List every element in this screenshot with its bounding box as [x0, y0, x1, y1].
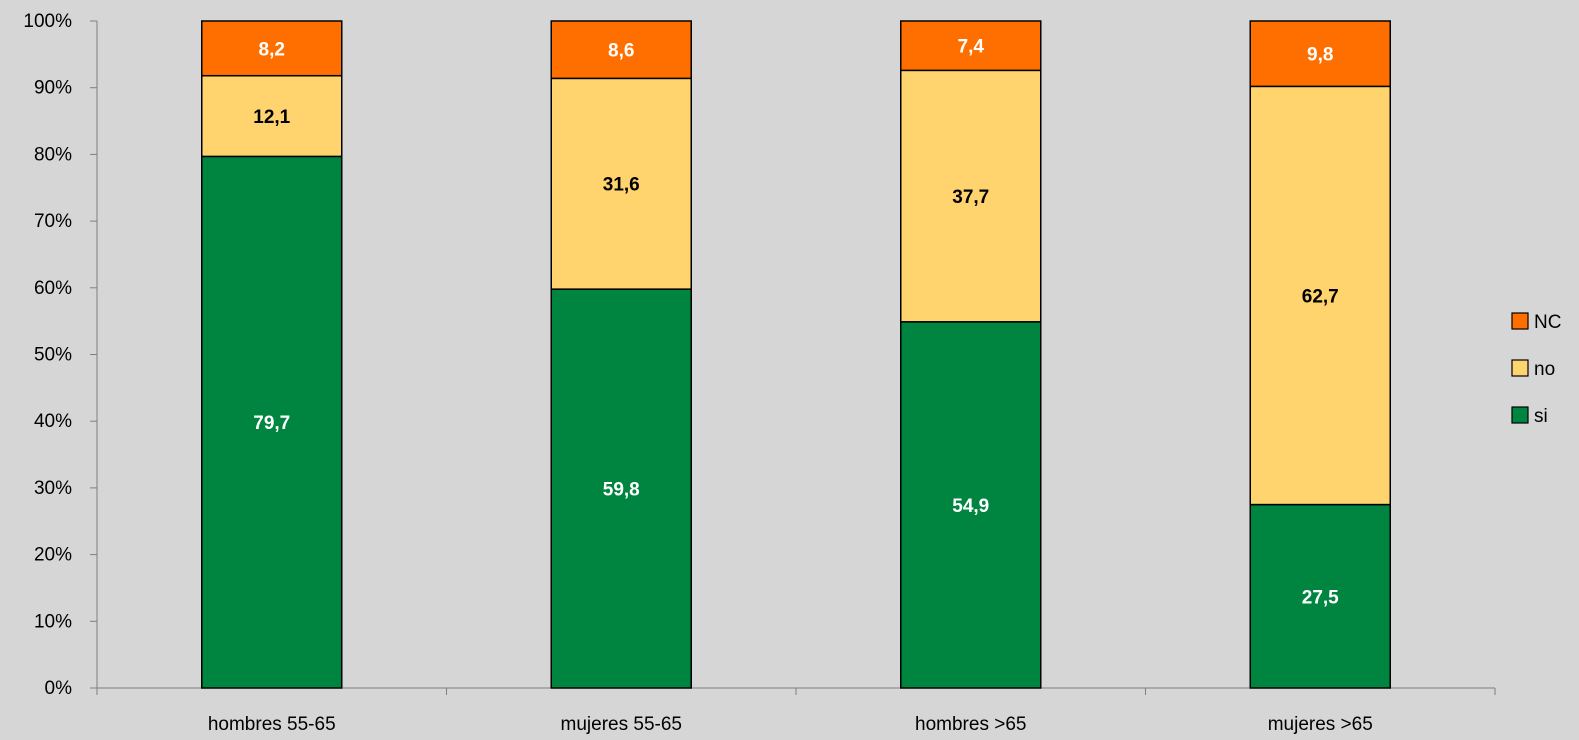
bar-nc-mujeres-55-65 — [550, 20, 692, 80]
legend-label-no: no — [1534, 359, 1555, 380]
data-label-no-hombres-55-65: 12,1 — [253, 107, 290, 128]
bar-no-mujeres-gt65 — [1249, 85, 1391, 506]
data-label-si-mujeres-gt65: 27,5 — [1302, 587, 1339, 608]
data-label-no-mujeres-gt65: 62,7 — [1302, 286, 1339, 307]
y-tick-label: 30% — [34, 478, 72, 499]
legend-label-si: si — [1534, 406, 1548, 427]
x-category-label-mujeres-55-65: mujeres 55-65 — [561, 714, 682, 735]
y-tick-label: 70% — [34, 211, 72, 232]
bar-no-hombres-gt65 — [900, 69, 1042, 323]
x-category-label-mujeres-gt65: mujeres >65 — [1268, 714, 1373, 735]
x-category-label-hombres-gt65: hombres >65 — [915, 714, 1026, 735]
bar-nc-hombres-55-65 — [201, 20, 343, 77]
y-tick-label: 40% — [34, 411, 72, 432]
y-axis: 0% 10% 20% 30% 40% 50% 60% 70% 80% 90% 100% — [23, 11, 98, 699]
data-label-si-mujeres-55-65: 59,8 — [603, 480, 640, 501]
y-tick-label: 20% — [34, 545, 72, 566]
y-tick-label: 50% — [34, 345, 72, 366]
legend: NC no si — [1511, 312, 1561, 427]
bar-nc-hombres-gt65 — [900, 20, 1042, 72]
data-label-no-hombres-gt65: 37,7 — [952, 187, 989, 208]
y-tick-label: 10% — [34, 611, 72, 632]
y-tick-label: 90% — [34, 78, 72, 99]
x-category-label-hombres-55-65: hombres 55-65 — [208, 714, 336, 735]
bar-si-hombres-gt65 — [900, 321, 1042, 689]
bar-si-mujeres-55-65 — [550, 288, 692, 689]
legend-swatch-no — [1511, 359, 1529, 377]
bar-si-mujeres-gt65 — [1249, 503, 1391, 689]
data-label-si-hombres-gt65: 54,9 — [952, 496, 989, 517]
data-label-nc-hombres-gt65: 7,4 — [958, 37, 985, 58]
legend-swatch-nc — [1511, 312, 1529, 330]
data-label-nc-hombres-55-65: 8,2 — [259, 39, 285, 60]
y-tick-label: 100% — [23, 11, 72, 32]
data-label-no-mujeres-55-65: 31,6 — [603, 175, 640, 196]
legend-swatch-si — [1511, 406, 1529, 424]
x-axis: hombres 55-65 mujeres 55-65 hombres >65 muj… — [96, 687, 1496, 735]
data-label-si-hombres-55-65: 79,7 — [253, 413, 290, 434]
data-label-nc-mujeres-55-65: 8,6 — [608, 41, 634, 62]
legend-label-nc: NC — [1534, 312, 1561, 333]
y-tick-label: 0% — [45, 678, 73, 699]
y-tick-label: 80% — [34, 144, 72, 165]
bar-no-mujeres-55-65 — [550, 77, 692, 290]
bar-nc-mujeres-gt65 — [1249, 20, 1391, 88]
bars: 79,7 12,1 8,2 59,8 31,6 8,6 54,9 37,7 7,4 27,5 62,… — [201, 20, 1391, 689]
data-label-nc-mujeres-gt65: 9,8 — [1307, 45, 1333, 66]
y-tick-label: 60% — [34, 278, 72, 299]
